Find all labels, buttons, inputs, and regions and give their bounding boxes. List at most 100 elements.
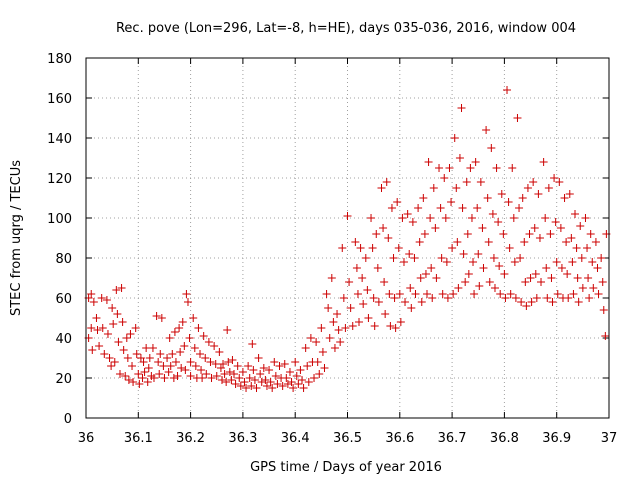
y-tick-label: 0 xyxy=(64,412,72,427)
data-point xyxy=(517,298,526,306)
data-point xyxy=(431,224,440,232)
data-point xyxy=(427,264,436,272)
data-point xyxy=(320,364,329,372)
data-point xyxy=(189,314,198,322)
data-point xyxy=(143,378,152,386)
data-point xyxy=(529,178,538,186)
data-point xyxy=(485,278,494,286)
data-point xyxy=(489,254,498,262)
data-point xyxy=(297,376,306,384)
data-point xyxy=(322,290,331,298)
data-point xyxy=(351,238,360,246)
data-point xyxy=(462,178,471,186)
data-point xyxy=(458,204,467,212)
data-point xyxy=(505,244,514,252)
data-point xyxy=(556,224,565,232)
data-point xyxy=(369,294,378,302)
data-point xyxy=(384,234,393,242)
data-point xyxy=(135,380,144,388)
x-tick-label: 36.3 xyxy=(228,431,257,446)
data-point xyxy=(353,290,362,298)
data-point xyxy=(155,370,164,378)
data-point xyxy=(396,318,405,326)
data-point xyxy=(266,378,275,386)
data-point xyxy=(356,244,365,252)
data-point xyxy=(171,358,180,366)
data-point xyxy=(442,258,451,266)
data-point xyxy=(346,304,355,312)
data-point xyxy=(257,378,266,386)
data-point xyxy=(89,298,98,306)
data-point xyxy=(154,358,163,366)
data-point xyxy=(454,284,463,292)
data-point xyxy=(134,370,143,378)
y-tick-label: 160 xyxy=(47,92,72,107)
data-point xyxy=(107,362,116,370)
data-point xyxy=(181,366,190,374)
data-point xyxy=(495,262,504,270)
data-point xyxy=(98,324,107,332)
data-point xyxy=(175,324,184,332)
data-point xyxy=(381,310,390,318)
data-point xyxy=(211,360,220,368)
data-point xyxy=(407,304,416,312)
data-point xyxy=(280,360,289,368)
data-point xyxy=(361,254,370,262)
data-point xyxy=(593,264,602,272)
data-point xyxy=(233,362,242,370)
data-point xyxy=(222,378,231,386)
data-point xyxy=(145,354,154,362)
data-point xyxy=(449,290,458,298)
data-point xyxy=(563,270,572,278)
data-point xyxy=(571,210,580,218)
data-point xyxy=(457,104,466,112)
data-point xyxy=(138,374,147,382)
data-point xyxy=(352,264,361,272)
data-point xyxy=(334,326,343,334)
data-point xyxy=(265,366,274,374)
data-point xyxy=(420,230,429,238)
data-point xyxy=(139,358,148,366)
data-point xyxy=(436,204,445,212)
data-point xyxy=(424,158,433,166)
data-point xyxy=(494,218,503,226)
data-point xyxy=(306,334,315,342)
data-point xyxy=(577,254,586,262)
data-point xyxy=(497,190,506,198)
data-point xyxy=(165,334,174,342)
data-point xyxy=(370,322,379,330)
data-point xyxy=(576,222,585,230)
data-point xyxy=(336,338,345,346)
data-point xyxy=(88,346,97,354)
data-point xyxy=(479,264,488,272)
data-point xyxy=(416,274,425,282)
data-point xyxy=(359,300,368,308)
data-point xyxy=(518,194,527,202)
data-point xyxy=(589,284,598,292)
data-point xyxy=(240,378,249,386)
data-point xyxy=(206,358,215,366)
data-point xyxy=(474,250,483,258)
data-point xyxy=(87,324,96,332)
data-point xyxy=(501,294,510,302)
data-point xyxy=(303,362,312,370)
data-point xyxy=(294,380,303,388)
data-point xyxy=(148,344,157,352)
data-point xyxy=(532,294,541,302)
data-point xyxy=(207,374,216,382)
data-point xyxy=(140,368,149,376)
data-point xyxy=(443,294,452,302)
data-point xyxy=(394,244,403,252)
data-point xyxy=(278,382,287,390)
data-point xyxy=(478,224,487,232)
x-tick-label: 36.2 xyxy=(176,431,205,446)
data-point xyxy=(261,376,270,384)
data-point xyxy=(224,358,233,366)
data-point xyxy=(463,230,472,238)
data-point xyxy=(408,218,417,226)
data-point xyxy=(557,264,566,272)
data-point xyxy=(437,254,446,262)
data-point xyxy=(525,230,534,238)
data-point xyxy=(386,322,395,330)
